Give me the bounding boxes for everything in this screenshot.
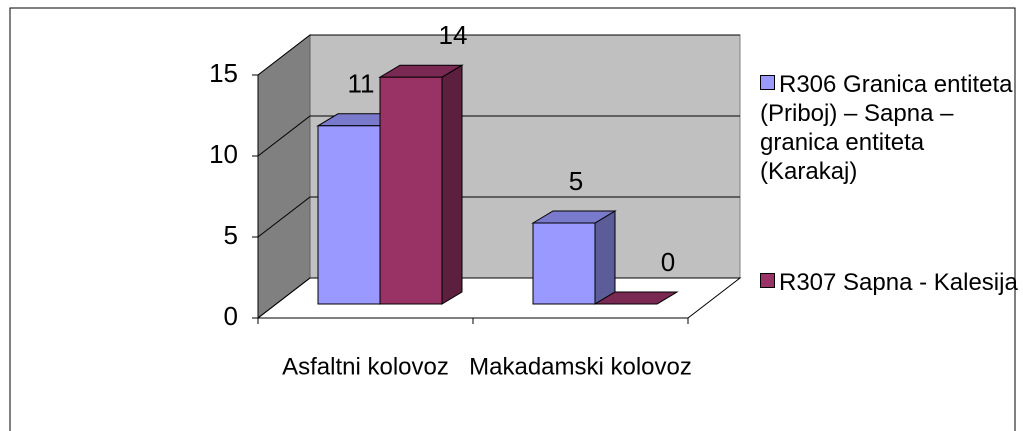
y-tick-label: 15	[209, 58, 238, 88]
legend-swatch	[760, 75, 775, 90]
y-tick-label: 10	[209, 139, 238, 169]
bar	[379, 76, 443, 305]
grid-line	[257, 196, 740, 238]
x-tick-label: Asfaltni kolovoz	[282, 353, 449, 380]
legend-swatch	[760, 273, 775, 288]
legend-label: R306 Granica entiteta (Priboj) – Sapna –…	[760, 71, 1013, 185]
grid-line	[257, 34, 740, 76]
x-tick-label: Makadamski kolovoz	[469, 353, 692, 380]
y-tick-label: 5	[224, 220, 238, 250]
frame	[9, 7, 1016, 431]
grid-line	[257, 115, 740, 157]
legend-entry: R307 Sapna - Kalesija	[760, 268, 1022, 297]
legend-entry: R306 Granica entiteta (Priboj) – Sapna –…	[760, 70, 1022, 186]
bar	[317, 125, 381, 305]
y-tick-label: 0	[224, 301, 238, 331]
bar-side	[594, 210, 616, 305]
value-label: 0	[661, 247, 675, 277]
bar	[532, 222, 596, 305]
side-wall	[257, 33, 311, 320]
bar-side	[441, 64, 463, 305]
value-label: 14	[439, 20, 468, 50]
bar-top	[593, 291, 679, 305]
legend-label: R307 Sapna - Kalesija	[779, 269, 1018, 296]
value-label: 5	[569, 166, 583, 196]
value-label: 11	[348, 69, 375, 99]
